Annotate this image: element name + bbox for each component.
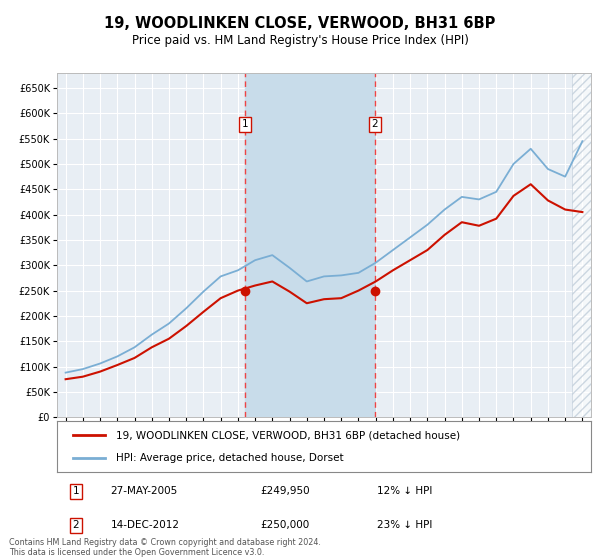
Text: 19, WOODLINKEN CLOSE, VERWOOD, BH31 6BP (detached house): 19, WOODLINKEN CLOSE, VERWOOD, BH31 6BP … (116, 430, 460, 440)
Bar (572, 73, 591, 417)
Bar (245, 73, 375, 417)
Text: 2: 2 (371, 119, 379, 129)
Text: 12% ↓ HPI: 12% ↓ HPI (377, 486, 433, 496)
Text: £249,950: £249,950 (260, 486, 310, 496)
Text: 23% ↓ HPI: 23% ↓ HPI (377, 520, 433, 530)
Text: HPI: Average price, detached house, Dorset: HPI: Average price, detached house, Dors… (116, 454, 343, 464)
Text: 19, WOODLINKEN CLOSE, VERWOOD, BH31 6BP: 19, WOODLINKEN CLOSE, VERWOOD, BH31 6BP (104, 16, 496, 31)
Text: 2: 2 (73, 520, 79, 530)
Text: 14-DEC-2012: 14-DEC-2012 (110, 520, 179, 530)
Text: 1: 1 (242, 119, 248, 129)
Text: Price paid vs. HM Land Registry's House Price Index (HPI): Price paid vs. HM Land Registry's House … (131, 34, 469, 46)
Text: 27-MAY-2005: 27-MAY-2005 (110, 486, 178, 496)
Text: 1: 1 (73, 486, 79, 496)
Text: Contains HM Land Registry data © Crown copyright and database right 2024.
This d: Contains HM Land Registry data © Crown c… (9, 538, 321, 557)
Text: £250,000: £250,000 (260, 520, 309, 530)
